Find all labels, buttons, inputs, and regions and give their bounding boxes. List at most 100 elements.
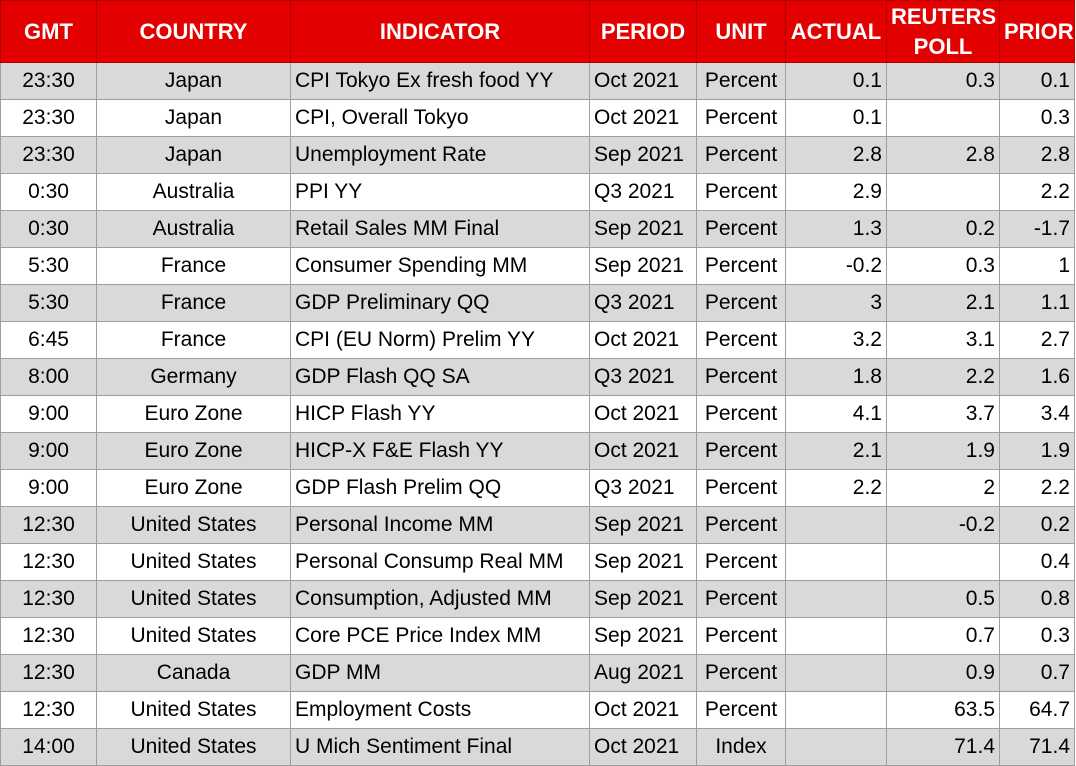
cell-gmt: 9:00 [0,432,97,470]
cell-indicator: Retail Sales MM Final [290,210,590,248]
table-row: 14:00 United States U Mich Sentiment Final… [0,728,1075,766]
table-row: 5:30 France Consumer Spending MM Sep 2021 Pe… [0,247,1075,285]
cell-prior: 71.4 [999,728,1075,766]
table-row: 9:00 Euro Zone HICP Flash YY Oct 2021 Percen… [0,395,1075,433]
cell-actual: 1.8 [785,358,887,396]
cell-gmt: 12:30 [0,691,97,729]
cell-prior: 0.3 [999,99,1075,137]
cell-prior: 1.6 [999,358,1075,396]
cell-reuters-poll: 2.1 [886,284,1000,322]
cell-gmt: 5:30 [0,247,97,285]
cell-period: Aug 2021 [589,654,697,692]
cell-unit: Percent [696,395,786,433]
cell-period: Sep 2021 [589,506,697,544]
header-prior: PRIOR [999,0,1075,63]
cell-unit: Percent [696,99,786,137]
cell-prior: 0.3 [999,617,1075,655]
cell-period: Oct 2021 [589,691,697,729]
cell-period: Oct 2021 [589,99,697,137]
cell-unit: Percent [696,543,786,581]
cell-actual [785,543,887,581]
cell-country: Japan [96,99,291,137]
header-reuters-poll-line2: POLL [913,33,973,59]
table-row: 23:30 Japan CPI, Overall Tokyo Oct 2021 Perc… [0,99,1075,137]
cell-indicator: CPI (EU Norm) Prelim YY [290,321,590,359]
header-unit: UNIT [696,0,786,63]
cell-gmt: 12:30 [0,617,97,655]
cell-reuters-poll: 71.4 [886,728,1000,766]
cell-prior: 64.7 [999,691,1075,729]
cell-indicator: GDP Preliminary QQ [290,284,590,322]
cell-indicator: PPI YY [290,173,590,211]
cell-period: Sep 2021 [589,543,697,581]
cell-reuters-poll [886,99,1000,137]
cell-unit: Percent [696,210,786,248]
table-row: 9:00 Euro Zone HICP-X F&E Flash YY Oct 2021… [0,432,1075,470]
cell-unit: Percent [696,580,786,618]
cell-actual: 0.1 [785,62,887,100]
cell-unit: Percent [696,469,786,507]
cell-reuters-poll: 0.3 [886,62,1000,100]
cell-reuters-poll: 63.5 [886,691,1000,729]
cell-period: Oct 2021 [589,395,697,433]
cell-unit: Percent [696,617,786,655]
table-row: 0:30 Australia Retail Sales MM Final Sep 20… [0,210,1075,248]
cell-prior: -1.7 [999,210,1075,248]
cell-country: Australia [96,173,291,211]
cell-period: Q3 2021 [589,358,697,396]
cell-country: United States [96,580,291,618]
cell-gmt: 0:30 [0,173,97,211]
cell-prior: 2.2 [999,469,1075,507]
cell-indicator: HICP Flash YY [290,395,590,433]
header-row: GMT COUNTRY INDICATOR PERIOD UNIT ACTUAL… [0,0,1075,63]
cell-actual [785,580,887,618]
table-row: 5:30 France GDP Preliminary QQ Q3 2021 Perce… [0,284,1075,322]
cell-reuters-poll: 2.2 [886,358,1000,396]
cell-reuters-poll: 2.8 [886,136,1000,174]
cell-gmt: 23:30 [0,62,97,100]
cell-prior: 2.2 [999,173,1075,211]
cell-reuters-poll: 0.5 [886,580,1000,618]
cell-gmt: 12:30 [0,580,97,618]
cell-prior: 0.2 [999,506,1075,544]
cell-unit: Percent [696,173,786,211]
cell-country: United States [96,506,291,544]
cell-unit: Percent [696,691,786,729]
cell-period: Sep 2021 [589,617,697,655]
cell-indicator: GDP Flash Prelim QQ [290,469,590,507]
cell-reuters-poll: 0.2 [886,210,1000,248]
cell-actual: 1.3 [785,210,887,248]
cell-indicator: Consumption, Adjusted MM [290,580,590,618]
table-row: 0:30 Australia PPI YY Q3 2021 Percent 2.9 2.2 [0,173,1075,211]
cell-gmt: 23:30 [0,99,97,137]
cell-period: Q3 2021 [589,284,697,322]
cell-reuters-poll: 3.7 [886,395,1000,433]
cell-country: Euro Zone [96,395,291,433]
table-row: 12:30 United States Employment Costs Oct 20… [0,691,1075,729]
cell-unit: Percent [696,506,786,544]
cell-actual: 4.1 [785,395,887,433]
cell-prior: 1.1 [999,284,1075,322]
cell-actual: 2.9 [785,173,887,211]
cell-gmt: 12:30 [0,654,97,692]
cell-country: Euro Zone [96,432,291,470]
cell-indicator: Employment Costs [290,691,590,729]
cell-period: Oct 2021 [589,432,697,470]
cell-period: Q3 2021 [589,173,697,211]
cell-country: Canada [96,654,291,692]
cell-country: Japan [96,136,291,174]
cell-country: United States [96,728,291,766]
cell-unit: Percent [696,62,786,100]
table-body: 23:30 Japan CPI Tokyo Ex fresh food YY Oct … [0,62,1075,766]
header-reuters-poll: REUTERS POLL [886,0,1000,63]
cell-country: United States [96,691,291,729]
header-actual: ACTUAL [785,0,887,63]
cell-prior: 2.7 [999,321,1075,359]
table-row: 12:30 Canada GDP MM Aug 2021 Percent 0.9 0.7 [0,654,1075,692]
cell-period: Sep 2021 [589,247,697,285]
cell-indicator: Personal Income MM [290,506,590,544]
cell-unit: Percent [696,321,786,359]
header-indicator: INDICATOR [290,0,590,63]
cell-gmt: 5:30 [0,284,97,322]
cell-actual: 2.1 [785,432,887,470]
